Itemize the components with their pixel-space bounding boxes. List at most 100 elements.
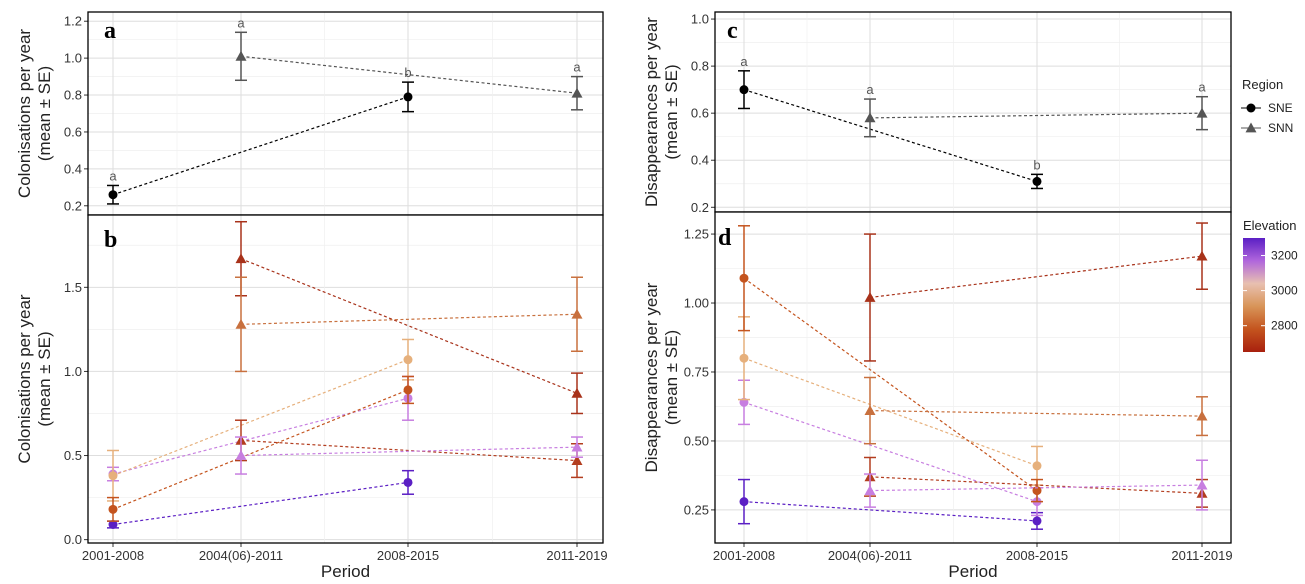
y-tick-label: 1.00	[684, 296, 709, 311]
significance-label: a	[573, 60, 581, 75]
legend-elevation-body: 3200 3000 2800	[1243, 238, 1298, 352]
y-tick-label: 0.4	[64, 161, 82, 176]
y-tick-label: 0.6	[691, 106, 709, 121]
panel-letter: c	[727, 18, 738, 44]
panel-c: 0.2 0.4 0.6 0.8 1.0 Disappearances per year (m…	[642, 11, 1232, 215]
data-point	[864, 405, 876, 415]
series-3	[107, 375, 414, 522]
series-line	[869, 484, 1203, 492]
x-tick-label: 2008-2015	[377, 548, 439, 563]
y-axis-title: (mean ± SE)	[35, 66, 54, 161]
data-point	[1196, 479, 1208, 490]
y-axis-title: Disappearances per year	[642, 282, 661, 472]
data-point	[571, 387, 583, 398]
y-tick-label: 0.2	[64, 198, 82, 213]
legend-region: Region SNE SNN	[1241, 77, 1293, 135]
data-point	[739, 497, 749, 507]
legend-key-marker	[1245, 122, 1257, 133]
series-line	[869, 112, 1203, 119]
x-tick-label: 2001-2008	[82, 548, 144, 563]
data-point	[235, 318, 247, 329]
data-point	[1196, 250, 1208, 261]
panel-a: 0.2 0.4 0.6 0.8 1.0 1.2 Colonisations per year…	[15, 11, 604, 216]
data-point	[571, 87, 583, 98]
series-0	[738, 478, 1043, 530]
data-point	[403, 477, 413, 487]
legend-region-items: SNE SNN	[1241, 101, 1293, 135]
y-axis-title: (mean ± SE)	[662, 330, 681, 425]
data-point	[739, 85, 749, 95]
y-tick-label: 1.5	[64, 280, 82, 295]
data-point	[235, 253, 247, 264]
y-axis-title: (mean ± SE)	[35, 331, 54, 426]
data-point	[1032, 486, 1042, 496]
series-line	[112, 397, 409, 475]
y-tick-label: 1.0	[64, 364, 82, 379]
y-axis-title: Colonisations per year	[15, 29, 34, 198]
plot-background	[88, 215, 603, 543]
series-line	[240, 446, 578, 457]
y-tick-label: 0.75	[684, 364, 709, 379]
significance-label: b	[1033, 157, 1040, 172]
data-point	[108, 519, 118, 529]
data-point	[403, 92, 413, 102]
data-point	[739, 273, 749, 283]
series-4	[864, 222, 1208, 362]
series-line	[743, 401, 1038, 503]
legend-elevation: Elevation 3200 3000 2800	[1243, 218, 1298, 352]
data-point	[108, 504, 118, 514]
y-tick-label: 0.0	[64, 532, 82, 547]
x-tick-label: 2008-2015	[1006, 548, 1068, 563]
panel-letter: a	[104, 18, 116, 44]
series-line	[869, 410, 1203, 417]
significance-label: a	[237, 15, 245, 30]
series-line	[869, 255, 1203, 299]
panel-b: 0.0 0.5 1.0 1.5 2001-2008 2004(06)-2011 2008-2…	[15, 214, 608, 581]
data-point	[1196, 410, 1208, 421]
series-line	[869, 476, 1203, 494]
y-tick-label: 0.4	[691, 153, 709, 168]
series-sne: ab	[107, 65, 414, 205]
panel-border	[87, 214, 604, 544]
legend-label: SNN	[1268, 121, 1293, 135]
data-point	[864, 112, 876, 123]
data-point	[108, 471, 118, 481]
y-axis-title: (mean ± SE)	[662, 64, 681, 159]
legend-region-title: Region	[1242, 77, 1283, 92]
x-tick-label: 2004(06)-2011	[199, 548, 283, 563]
series-5	[864, 376, 1208, 445]
significance-label: b	[404, 65, 411, 80]
series-line	[240, 55, 578, 94]
colorbar-tick-label: 2800	[1271, 319, 1298, 333]
panel-border	[714, 211, 1232, 544]
y-tick-label: 0.8	[64, 88, 82, 103]
legend-elevation-title: Elevation	[1243, 218, 1296, 233]
y-tick-label: 0.2	[691, 200, 709, 215]
data-point	[739, 353, 749, 363]
significance-label: a	[109, 168, 117, 183]
panel-d: 0.25 0.50 0.75 1.00 1.25 2001-2008 2004(06)-20…	[642, 211, 1233, 581]
y-tick-label: 1.0	[64, 51, 82, 66]
legend-label: SNE	[1268, 101, 1293, 115]
x-axis-title: Period	[948, 562, 997, 579]
significance-label: a	[740, 54, 748, 69]
data-point	[108, 190, 118, 200]
data-point	[864, 292, 876, 302]
series-line	[112, 96, 409, 196]
y-axis-title: Colonisations per year	[15, 294, 34, 463]
elevation-colorbar	[1243, 238, 1265, 352]
y-axis-title: Disappearances per year	[642, 17, 661, 207]
panel-letter: b	[104, 227, 117, 253]
colorbar-tick-label: 3200	[1271, 249, 1298, 263]
colorbar-tick-label: 3000	[1271, 284, 1298, 298]
data-point	[571, 455, 583, 465]
data-point	[571, 441, 583, 452]
series-line	[743, 357, 1038, 467]
x-tick-label: 2011-2019	[546, 548, 607, 563]
x-tick-label: 2011-2019	[1171, 548, 1232, 563]
y-tick-label: 0.50	[684, 433, 709, 448]
significance-label: a	[1198, 80, 1206, 95]
